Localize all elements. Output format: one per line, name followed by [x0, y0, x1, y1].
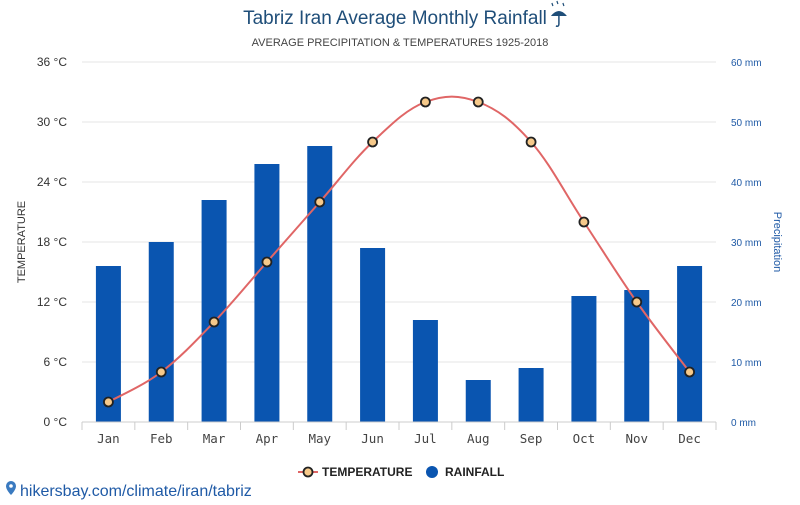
x-tick-label: Aug — [467, 431, 490, 446]
temperature-point[interactable] — [525, 136, 537, 148]
left-tick-label: 24 °C — [37, 175, 67, 189]
umbrella-rain-icon — [550, 0, 567, 27]
left-axis-title: TEMPERATURE — [16, 201, 28, 283]
rainfall-bar[interactable] — [201, 200, 227, 422]
temperature-point[interactable] — [631, 296, 643, 308]
left-tick-label: 30 °C — [37, 115, 67, 129]
legend-rainfall-marker — [426, 466, 438, 478]
x-tick-label: Jun — [361, 431, 384, 446]
rainfall-bar[interactable] — [95, 266, 121, 422]
rain-drop — [551, 2, 554, 7]
legend-temperature[interactable]: TEMPERATURE — [298, 465, 412, 479]
x-tick-label: Dec — [678, 431, 701, 446]
x-tick-label: Jan — [97, 431, 120, 446]
umbrella-canopy — [550, 11, 567, 16]
pin-shape — [6, 481, 16, 495]
left-tick-label: 18 °C — [37, 235, 67, 249]
chart-subtitle: AVERAGE PRECIPITATION & TEMPERATURES 192… — [252, 37, 549, 49]
right-axis-title: Precipitation — [771, 212, 783, 273]
rainfall-bar[interactable] — [307, 146, 333, 422]
temperature-point[interactable] — [314, 196, 326, 208]
left-tick-label: 36 °C — [37, 55, 67, 69]
umbrella-handle — [555, 16, 560, 27]
source-link[interactable]: hikersbay.com/climate/iran/tabriz — [6, 481, 252, 500]
left-tick-label: 6 °C — [44, 355, 68, 369]
rainfall-bar[interactable] — [624, 290, 650, 422]
temperature-point[interactable] — [420, 96, 431, 108]
rainfall-bar[interactable] — [518, 368, 544, 422]
x-tick-label: Mar — [203, 431, 226, 446]
right-tick-label: 40 mm — [731, 178, 762, 189]
x-axis: Jan Feb Mar Apr May Jun Jul Aug Sep Oct Nov Dec — [81, 421, 717, 446]
temperature-line-path — [107, 95, 691, 403]
rainfall-bar[interactable] — [412, 320, 438, 422]
rain-drop — [556, 0, 559, 5]
rain-drop — [562, 2, 565, 7]
rainfall-bars — [95, 146, 703, 422]
right-tick-label: 30 mm — [731, 238, 762, 249]
rainfall-bar[interactable] — [360, 248, 386, 422]
source-text[interactable]: hikersbay.com/climate/iran/tabriz — [20, 483, 252, 500]
legend-temperature-label: TEMPERATURE — [322, 465, 412, 479]
legend-rainfall[interactable]: RAINFALL — [426, 465, 504, 479]
location-pin-icon — [6, 481, 16, 495]
grid-lines — [82, 61, 716, 423]
temperature-point[interactable] — [684, 366, 695, 378]
chart-title: Tabriz Iran Average Monthly Rainfall — [243, 8, 547, 29]
right-tick-label: 20 mm — [731, 298, 762, 309]
rainfall-bar[interactable] — [254, 164, 280, 422]
x-tick-label: Oct — [573, 431, 596, 446]
left-tick-label: 0 °C — [44, 415, 68, 429]
legend-temperature-marker — [302, 466, 314, 478]
right-tick-label: 10 mm — [731, 358, 762, 369]
left-tick-label: 12 °C — [37, 295, 67, 309]
rainfall-bar[interactable] — [465, 380, 491, 422]
temperature-point[interactable] — [261, 256, 273, 268]
temperature-point[interactable] — [578, 216, 590, 228]
x-tick-label: Sep — [520, 431, 543, 446]
left-axis-ticks: 0 °C 6 °C 12 °C 18 °C 24 °C 30 °C 36 °C — [37, 55, 67, 429]
temperature-point[interactable] — [208, 316, 220, 328]
temperature-line — [107, 95, 691, 403]
x-tick-label: May — [308, 431, 331, 446]
rainfall-bar[interactable] — [148, 242, 174, 422]
legend-rainfall-label: RAINFALL — [445, 465, 504, 479]
right-tick-label: 0 mm — [731, 418, 756, 429]
rainfall-bar[interactable] — [571, 296, 597, 422]
legend: TEMPERATURE RAINFALL — [298, 465, 504, 479]
temperature-point[interactable] — [472, 96, 484, 108]
x-tick-label: Jul — [414, 431, 437, 446]
temperature-points — [103, 96, 695, 408]
temperature-point[interactable] — [155, 366, 167, 378]
pin-dot — [9, 484, 13, 488]
x-tick-label: Apr — [256, 431, 279, 446]
temperature-point[interactable] — [103, 396, 114, 408]
right-axis-ticks: 0 mm 10 mm 20 mm 30 mm 40 mm 50 mm 60 mm — [731, 58, 762, 429]
rainfall-bar[interactable] — [677, 266, 703, 422]
temperature-point[interactable] — [367, 136, 378, 148]
x-tick-label: Feb — [150, 431, 173, 446]
right-tick-label: 60 mm — [731, 58, 762, 69]
x-tick-label: Nov — [625, 431, 648, 446]
right-tick-label: 50 mm — [731, 118, 762, 129]
